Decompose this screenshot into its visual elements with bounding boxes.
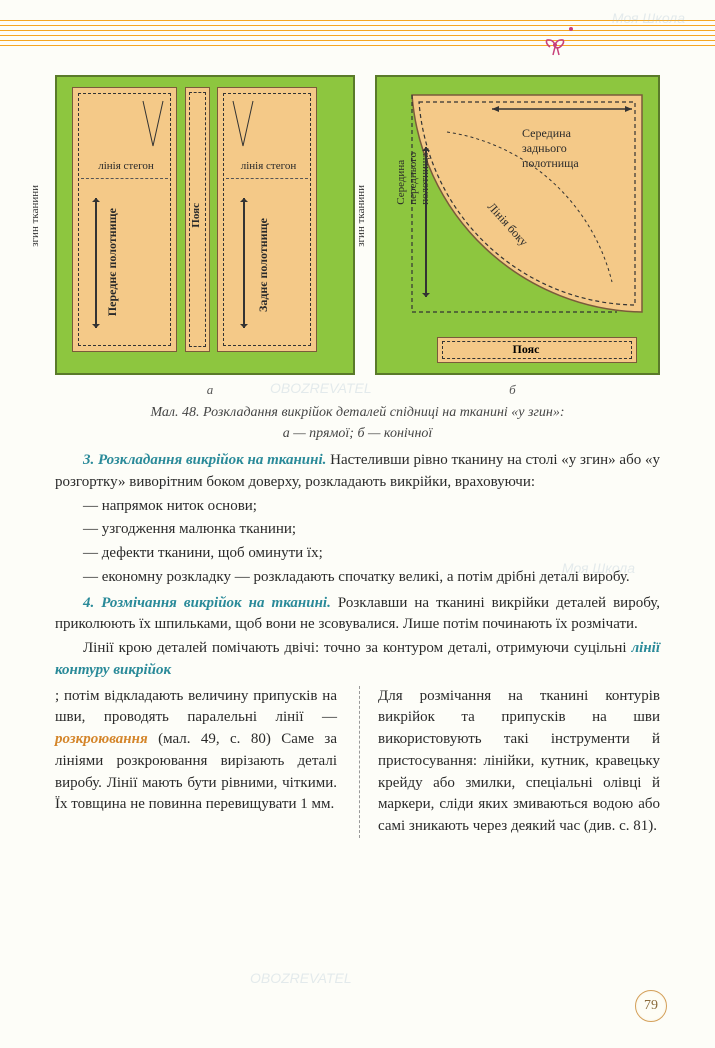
- pattern-layout-diagram: згин тканини лінія стегон Переднє полотн…: [55, 75, 660, 375]
- section-4-p2-lead: Лінії крою деталей помічають двічі: точн…: [55, 638, 660, 682]
- hip-line-label: лінія стегон: [226, 160, 311, 172]
- textbook-page: Моя Школа OBOZREVATEL OBOZREVATEL Моя Шк…: [0, 0, 715, 1048]
- diagram-sublabels: а б: [55, 382, 660, 398]
- hip-line-label: лінія стегон: [81, 160, 171, 172]
- li3: — дефекти тканини, щоб оминути їх;: [55, 543, 660, 565]
- section-3-head: 3. Розкладання викрійок на тканині.: [83, 452, 326, 468]
- section-4-intro: 4. Розмічання викрійок на тканині. Розкл…: [55, 593, 660, 637]
- body-text: 3. Розкладання викрійок на тканині. Наст…: [55, 450, 660, 838]
- svg-text:Середина: Середина: [522, 126, 572, 140]
- fold-label-b: згин тканини: [355, 185, 367, 247]
- diagram-b-conic-skirt: Середина заднього полотнища Лінія боку С…: [375, 75, 660, 375]
- page-number: 79: [635, 990, 667, 1022]
- belt-piece-b: Пояс: [437, 337, 637, 363]
- front-panel-piece: лінія стегон Переднє полотнище: [72, 87, 177, 352]
- caption-main: Розкладання викрійок деталей спідниці на…: [203, 405, 565, 420]
- back-panel-piece: лінія стегон Заднє полотнище: [217, 87, 317, 352]
- fig-number: Мал. 48.: [150, 405, 199, 420]
- bow-knot-icon: [535, 25, 575, 65]
- svg-text:полотнища: полотнища: [522, 156, 579, 170]
- belt-label-b: Пояс: [513, 342, 540, 357]
- front-panel-label: Переднє полотнище: [105, 208, 120, 316]
- label-a: а: [55, 382, 365, 398]
- svg-text:заднього: заднього: [522, 141, 567, 155]
- section-4-body: Лінії крою деталей помічають двічі: точн…: [55, 638, 660, 838]
- section-3-intro: 3. Розкладання викрійок на тканині. Наст…: [55, 450, 660, 494]
- li2: — узгодження малюнка тканини;: [55, 519, 660, 541]
- belt-label: Пояс: [190, 203, 202, 228]
- li1: — напрямок ниток основи;: [55, 496, 660, 518]
- sidebar-note: Для розмічання на тканині кон­турів викр…: [359, 686, 660, 838]
- li4: — економну розкладку — розкладають споча…: [55, 567, 660, 589]
- diagram-a-straight-skirt: лінія стегон Переднє полотнище Пояс ліні…: [55, 75, 355, 375]
- belt-piece: Пояс: [185, 87, 210, 352]
- term-cutting: розкроювання: [55, 731, 148, 747]
- sidebar-text: Для розмічання на тканині кон­турів викр…: [378, 688, 660, 835]
- back-panel-label: Заднє полотнище: [256, 218, 271, 312]
- label-b: б: [365, 382, 660, 398]
- left-column: ; потім відкладають вели­чину припусків …: [55, 686, 337, 838]
- section-4-head: 4. Розмічання викрійок на тканині.: [83, 595, 331, 611]
- figure-caption: Мал. 48. Розкладання викрійок деталей сп…: [55, 402, 660, 444]
- caption-sub: а — прямої; б — конічної: [283, 426, 433, 441]
- fold-label-a: згин тканини: [29, 185, 41, 247]
- header-decorative-lines: [0, 20, 715, 60]
- watermark: OBOZREVATEL: [250, 970, 352, 986]
